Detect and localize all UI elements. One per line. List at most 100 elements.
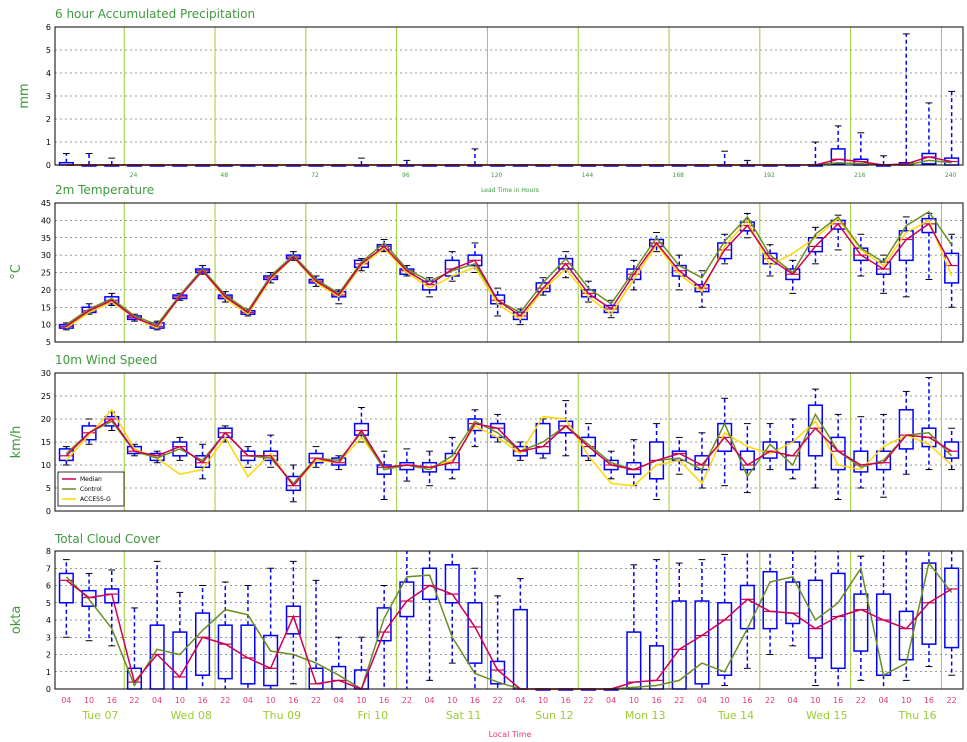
box — [944, 441, 960, 459]
plot-frame — [54, 26, 964, 166]
panel-temperature: 2m Temperature °C 5 10 15 20 25 30 35 40 45 — [9, 183, 964, 347]
box — [421, 567, 438, 601]
box — [830, 572, 846, 670]
y-tick-label: 10 — [41, 461, 51, 470]
hour-tick-label: 22 — [947, 696, 957, 705]
box — [717, 602, 733, 676]
series-line-median — [66, 156, 952, 166]
y-tick-label: 20 — [41, 286, 51, 295]
y-tick-label: 6 — [46, 582, 51, 591]
hour-tick-label: 16 — [651, 696, 661, 705]
hour-tick-label: 04 — [152, 696, 162, 705]
hour-tick-label: 04 — [606, 696, 616, 705]
hour-tick-label: 16 — [197, 696, 207, 705]
box — [217, 624, 233, 680]
box — [376, 464, 392, 475]
hour-tick-label: 22 — [311, 696, 321, 705]
box — [444, 564, 460, 604]
lead-tick-label: 216 — [854, 172, 866, 179]
plot-frame — [54, 202, 964, 343]
box — [512, 608, 528, 690]
series-line-median — [65, 417, 952, 487]
hour-tick-label: 22 — [220, 696, 230, 705]
temp-ylabel: °C — [9, 264, 24, 280]
box — [535, 422, 551, 455]
y-tick-label: 15 — [41, 438, 51, 447]
legend-median: Median — [80, 476, 102, 483]
box — [648, 645, 665, 690]
hour-tick-label: 10 — [447, 696, 457, 705]
box — [694, 600, 710, 685]
box — [944, 567, 960, 649]
y-tick-label: 5 — [46, 484, 51, 493]
y-tick-label: 25 — [41, 392, 51, 401]
temp-plot: 5 10 15 20 25 30 35 40 45 — [41, 199, 964, 347]
box — [739, 221, 755, 232]
wind-ylabel: km/h — [9, 426, 24, 459]
box — [149, 452, 165, 462]
hour-tick-label: 16 — [561, 696, 571, 705]
box — [285, 475, 301, 492]
hour-tick-label: 10 — [84, 696, 94, 705]
y-tick-label: 7 — [46, 564, 51, 573]
hour-tick-label: 10 — [629, 696, 639, 705]
precip-plot: 0 1 2 3 4 5 6 — [46, 23, 964, 170]
plot-frame — [54, 550, 964, 690]
legend-control: Control — [80, 486, 102, 493]
hour-tick-label: 16 — [107, 696, 117, 705]
lead-tick-label: 72 — [311, 172, 319, 179]
lead-tick-label: 240 — [945, 172, 957, 179]
cloud-ylabel: okta — [9, 606, 24, 635]
y-tick-label: 5 — [46, 46, 51, 55]
box — [172, 631, 188, 690]
panel-cloud: Total Cloud Cover okta 0 1 2 3 4 5 6 7 8 04 10 16 2… — [9, 532, 964, 739]
hour-tick-label: 22 — [765, 696, 775, 705]
day-tick-label: Wed 08 — [170, 709, 211, 722]
y-tick-label: 2 — [46, 115, 51, 124]
hour-tick-label: 16 — [470, 696, 480, 705]
hour-tick-label: 16 — [742, 696, 752, 705]
box — [81, 589, 97, 607]
box — [376, 607, 392, 642]
box — [898, 230, 914, 262]
day-tick-label: Mon 13 — [625, 709, 666, 722]
y-tick-label: 3 — [46, 633, 51, 642]
y-tick-label: 2 — [46, 651, 51, 660]
hour-tick-label: 10 — [810, 696, 820, 705]
series-line-control — [65, 210, 953, 326]
y-tick-label: 20 — [41, 415, 51, 424]
box — [875, 593, 892, 676]
y-tick-label: 1 — [46, 138, 51, 147]
legend-access-g: ACCESS-G — [80, 496, 111, 503]
box — [853, 593, 869, 652]
box — [263, 634, 279, 687]
lead-tick-label: 48 — [220, 172, 228, 179]
hour-tick-label: 10 — [266, 696, 276, 705]
hour-tick-label: 16 — [924, 696, 934, 705]
box — [944, 252, 960, 284]
hour-tick-label: 04 — [334, 696, 344, 705]
hour-tick-label: 10 — [538, 696, 548, 705]
box — [490, 660, 506, 685]
day-tick-label: Tue 07 — [81, 709, 118, 722]
y-tick-label: 0 — [46, 161, 51, 170]
hour-tick-label: 22 — [129, 696, 139, 705]
series-line-control — [65, 412, 953, 485]
series-line-median — [65, 579, 952, 690]
wind-plot: 0 5 10 15 20 25 30 — [41, 369, 964, 516]
hour-tick-label: 16 — [833, 696, 843, 705]
box — [875, 450, 892, 471]
box — [467, 602, 483, 664]
y-tick-label: 8 — [46, 547, 51, 556]
hour-tick-label: 10 — [356, 696, 366, 705]
lead-tick-label: 24 — [130, 172, 138, 179]
hour-tick-label: 22 — [583, 696, 593, 705]
hour-tick-label: 04 — [243, 696, 253, 705]
day-tick-label: Wed 15 — [806, 709, 847, 722]
box — [285, 605, 301, 635]
hour-tick-label: 04 — [788, 696, 798, 705]
hour-tick-label: 04 — [697, 696, 707, 705]
lead-tick-label: 192 — [763, 172, 775, 179]
local-time-ticks: 04 10 16 22 04 10 16 22 04 10 16 22 04 10 16 22 04 10 16 22… — [61, 696, 956, 722]
box — [898, 409, 914, 450]
